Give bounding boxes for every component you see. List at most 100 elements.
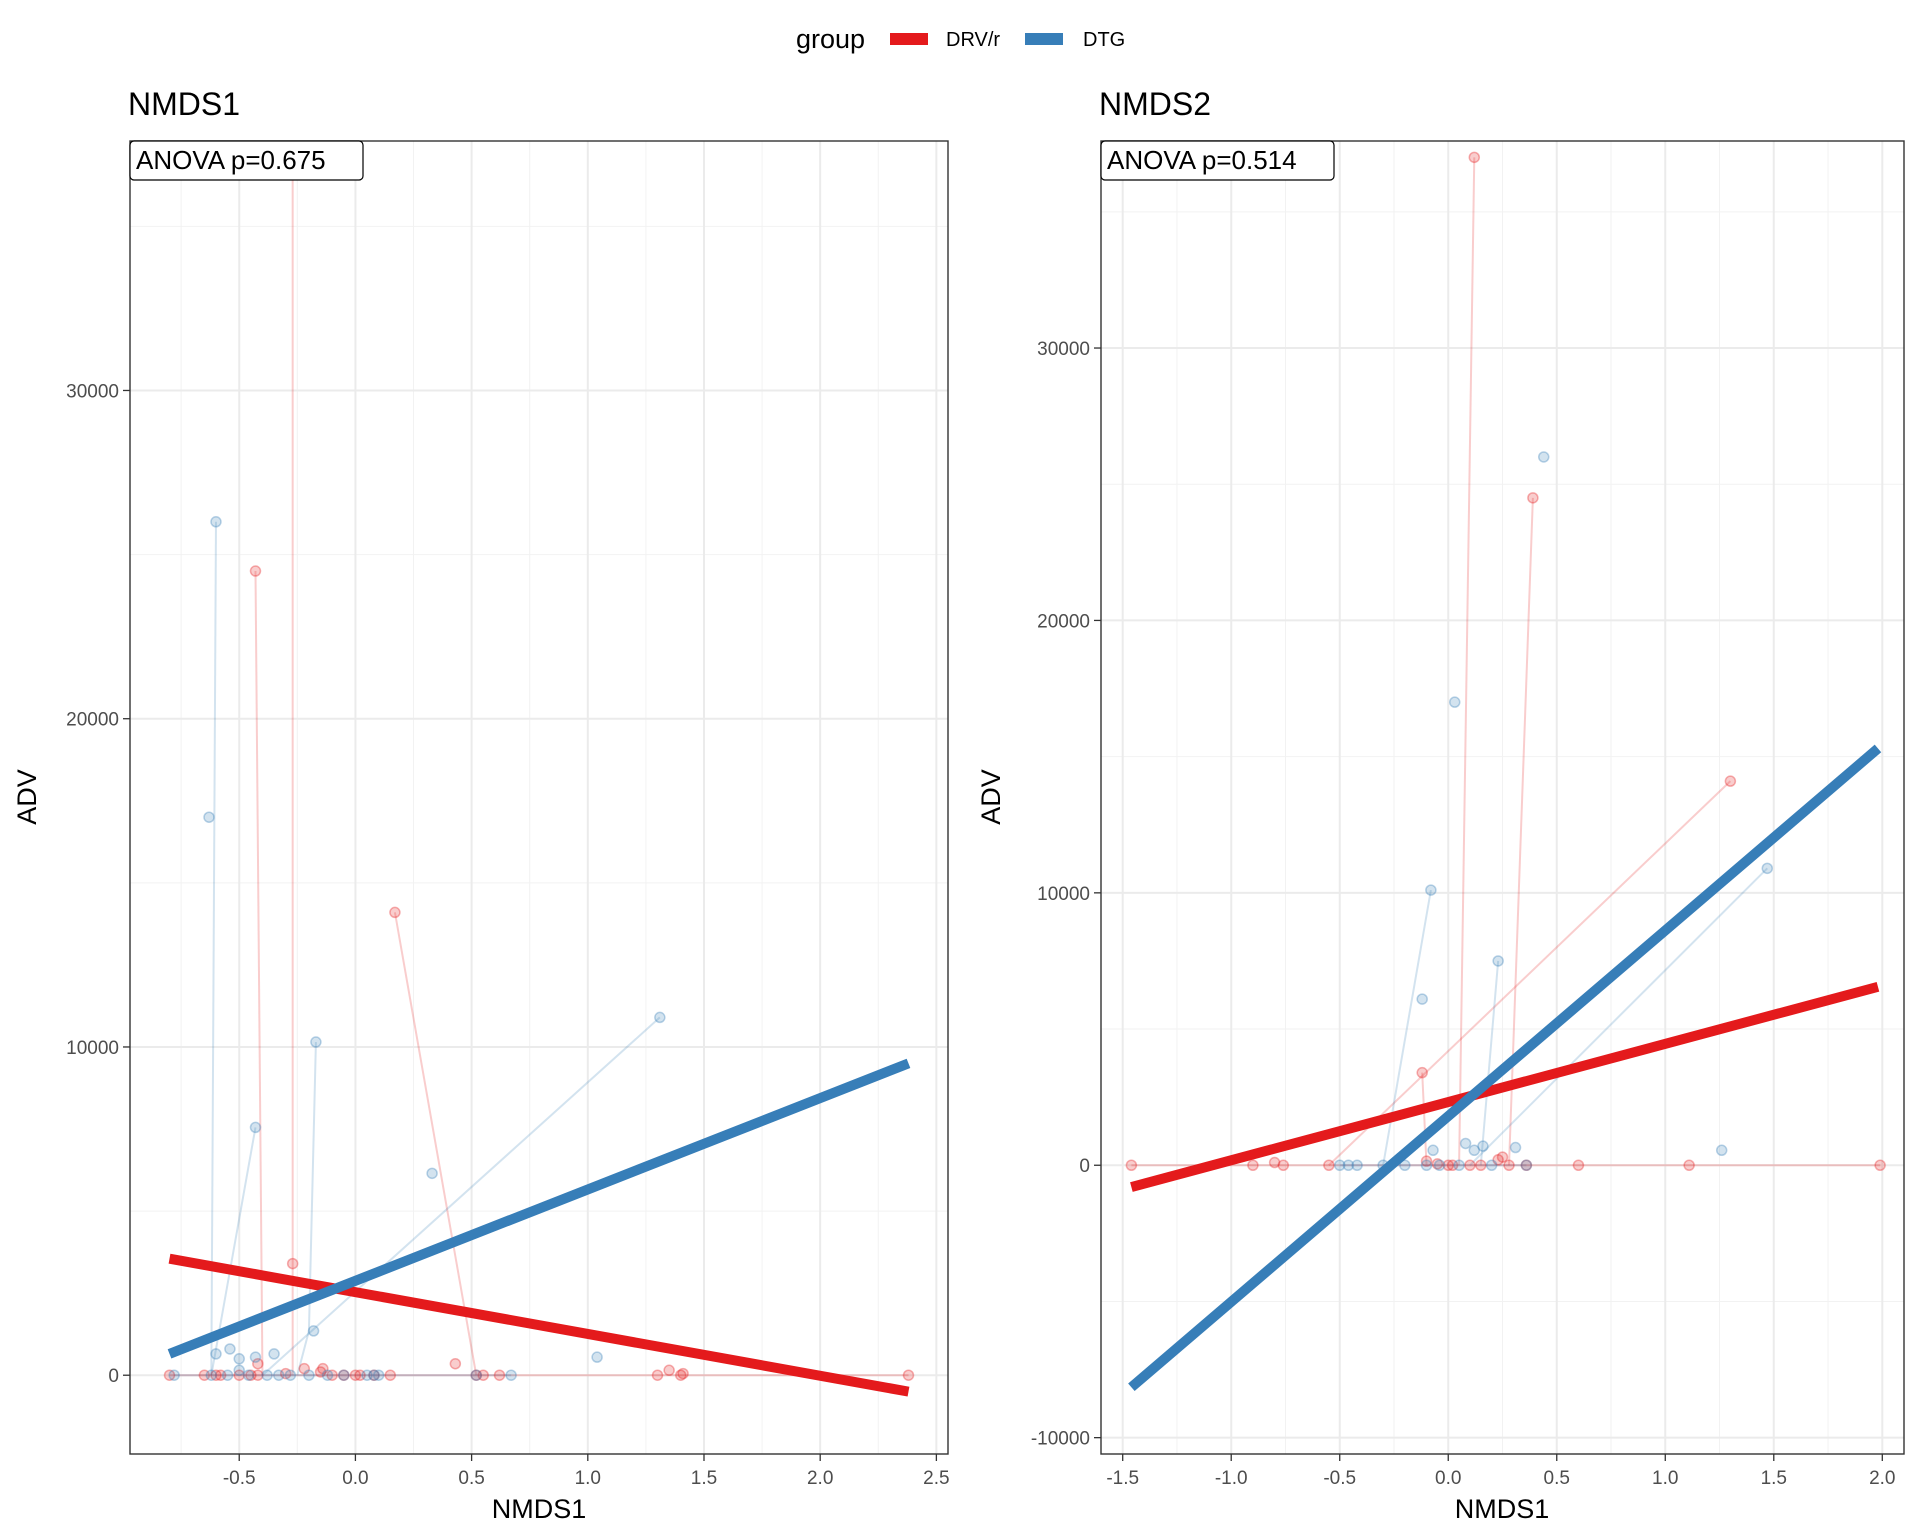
fit-line-dtg [167, 1058, 911, 1359]
data-point-dtg [1509, 1141, 1522, 1154]
legend-swatch-dtg [1025, 33, 1063, 45]
data-point-dtg [205, 1369, 218, 1381]
data-point-drvr [338, 1369, 350, 1381]
data-point-drvr [470, 1369, 483, 1381]
data-point-dtg [303, 1369, 315, 1381]
data-point-dtg [249, 1351, 262, 1363]
data-point-drvr [326, 1369, 338, 1381]
data-point-dtg [272, 1369, 285, 1381]
data-point-drvr [1503, 1159, 1515, 1171]
data-point-dtg [321, 1369, 334, 1381]
data-point-dtg [1425, 884, 1437, 896]
data-point-dtg [284, 1369, 297, 1381]
data-point-drvr [1125, 1159, 1138, 1171]
data-point-dtg [1485, 1159, 1498, 1171]
legend: group DRV/r DTG [796, 24, 1125, 54]
connecting-line-drvr [1508, 497, 1534, 1166]
legend-title: group [796, 24, 865, 54]
data-point-drvr [298, 1362, 311, 1375]
connecting-lines [1131, 157, 1881, 1167]
y-axis-title: ADV [976, 769, 1006, 825]
x-tick-label: 0.0 [1435, 1468, 1461, 1489]
data-point-drvr [1492, 1154, 1504, 1166]
x-tick-label: 2.0 [1869, 1468, 1895, 1489]
data-point-dtg [168, 1369, 180, 1381]
data-point-dtg [224, 1343, 236, 1355]
grid [1101, 141, 1904, 1454]
x-axis-ticks: -0.5 0.0 0.5 1.0 1.5 2.0 2.5 [223, 1454, 950, 1489]
y-tick-label: 30000 [1037, 339, 1090, 360]
data-point-drvr [314, 1366, 327, 1378]
data-point-drvr [1420, 1155, 1433, 1167]
data-point-dtg [1761, 862, 1774, 875]
fit-line-dtg [1128, 744, 1882, 1392]
y-tick-label: 0 [108, 1366, 119, 1387]
data-point-dtg [203, 811, 215, 823]
data-point-drvr [163, 1369, 176, 1381]
data-point-drvr [233, 1369, 245, 1381]
data-point-drvr [477, 1369, 489, 1381]
data-point-drvr [1572, 1159, 1585, 1171]
anova-label: ANOVA p=0.514 [1107, 145, 1297, 175]
data-point-dtg [1351, 1159, 1363, 1171]
x-tick-label: 0.5 [1544, 1468, 1570, 1489]
x-tick-label: 1.0 [1652, 1468, 1678, 1489]
data-point-dtg [505, 1369, 517, 1381]
data-point-dtg [1416, 993, 1428, 1005]
data-point-drvr [252, 1369, 264, 1381]
data-point-drvr [1323, 1159, 1335, 1171]
y-tick-label: 10000 [1037, 884, 1090, 905]
x-tick-label: 1.5 [691, 1468, 717, 1489]
data-point-dtg [261, 1369, 273, 1381]
connecting-line-dtg [210, 521, 217, 1376]
data-point-drvr [1431, 1158, 1444, 1170]
data-point-drvr [1475, 1159, 1487, 1171]
connecting-line-dtg [1469, 867, 1768, 1166]
legend-swatch-drvr [890, 33, 928, 45]
anova-label: ANOVA p=0.675 [136, 145, 326, 175]
x-tick-label: -0.5 [1323, 1468, 1356, 1489]
data-point-dtg [1492, 955, 1504, 967]
connecting-line-drvr [254, 570, 264, 1376]
data-point-drvr [675, 1369, 687, 1381]
legend-label-dtg: DTG [1083, 29, 1125, 51]
data-point-drvr [1724, 775, 1737, 787]
connecting-line-drvr [393, 912, 478, 1376]
data-point-drvr [1464, 1159, 1476, 1171]
connecting-line-dtg [1479, 960, 1500, 1166]
x-axis-title: NMDS1 [492, 1494, 587, 1524]
connecting-line-dtg [261, 1016, 661, 1376]
panel-border [129, 140, 949, 1455]
data-point-drvr [198, 1369, 211, 1381]
data-point-dtg [368, 1369, 380, 1381]
data-point-dtg [426, 1167, 438, 1180]
data-point-dtg [310, 1036, 322, 1048]
x-tick-label: 1.5 [1761, 1468, 1787, 1489]
data-point-drvr [493, 1369, 506, 1381]
data-point-drvr [1874, 1159, 1886, 1171]
fit-lines [167, 1058, 911, 1397]
x-tick-label: 2.5 [923, 1468, 949, 1489]
data-point-dtg [249, 1121, 262, 1134]
panel-nmds2: NMDS2 ANOVA p=0.514 -1.5 -1.0 -0.5 0.0 0.5 1.… [976, 86, 1905, 1524]
data-point-drvr [902, 1369, 915, 1381]
data-point-dtg [210, 1348, 222, 1360]
data-point-drvr [252, 1357, 264, 1370]
data-points [163, 154, 915, 1381]
data-point-dtg [1449, 696, 1461, 708]
x-axis-ticks: -1.5 -1.0 -0.5 0.0 0.5 1.0 1.5 2.0 [1106, 1454, 1896, 1489]
data-point-dtg [210, 516, 222, 528]
x-tick-label: -0.5 [223, 1468, 256, 1489]
data-point-dtg [338, 1369, 350, 1381]
x-tick-label: 0.5 [458, 1468, 484, 1489]
y-tick-label: 0 [1079, 1156, 1090, 1177]
panel-nmds1: NMDS1 ANOVA p=0.675 -0.5 0.0 0.5 1.0 1.5 2.0 2… [12, 86, 950, 1524]
data-point-drvr [1496, 1151, 1509, 1163]
data-point-dtg [307, 1325, 320, 1337]
x-axis-title: NMDS1 [1455, 1494, 1550, 1524]
y-tick-label: -10000 [1031, 1429, 1090, 1450]
data-point-drvr [349, 1369, 362, 1381]
data-point-drvr [317, 1362, 329, 1375]
data-point-drvr [354, 1369, 366, 1381]
data-point-dtg [1433, 1159, 1446, 1171]
